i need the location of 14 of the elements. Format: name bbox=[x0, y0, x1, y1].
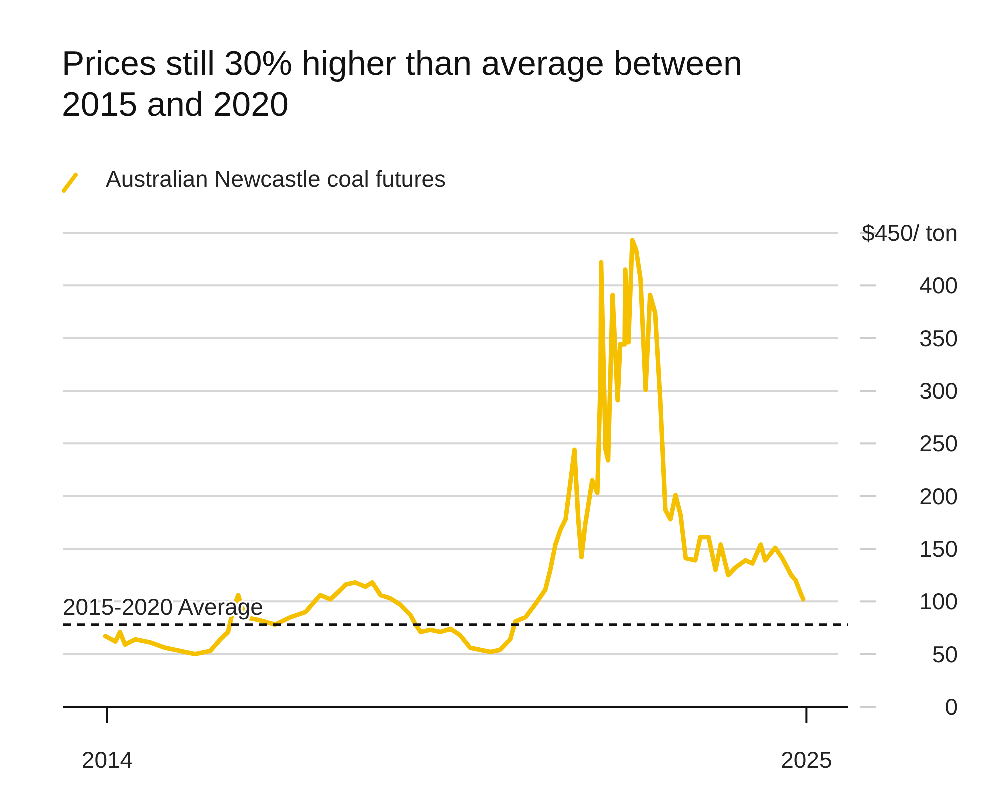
y-tick-label: 150 bbox=[920, 536, 958, 562]
y-tick-label: 400 bbox=[920, 272, 958, 299]
y-tick-label: 300 bbox=[920, 378, 958, 404]
y-tick-label: 250 bbox=[920, 430, 958, 457]
y-tick-label: 0 bbox=[945, 694, 958, 720]
x-tick-label: 2025 bbox=[781, 747, 832, 773]
y-tick-label: 200 bbox=[920, 483, 958, 510]
y-tick-label: 100 bbox=[920, 588, 958, 615]
legend-label: Australian Newcastle coal futures bbox=[106, 166, 446, 192]
y-tick-label: $450/ ton bbox=[862, 220, 958, 246]
x-tick-label: 2014 bbox=[82, 747, 134, 773]
y-tick-label: 350 bbox=[920, 325, 958, 352]
y-tick-label: 50 bbox=[932, 641, 958, 668]
chart-title: Prices still 30% higher than average between 2015 and 2020 bbox=[62, 45, 742, 124]
